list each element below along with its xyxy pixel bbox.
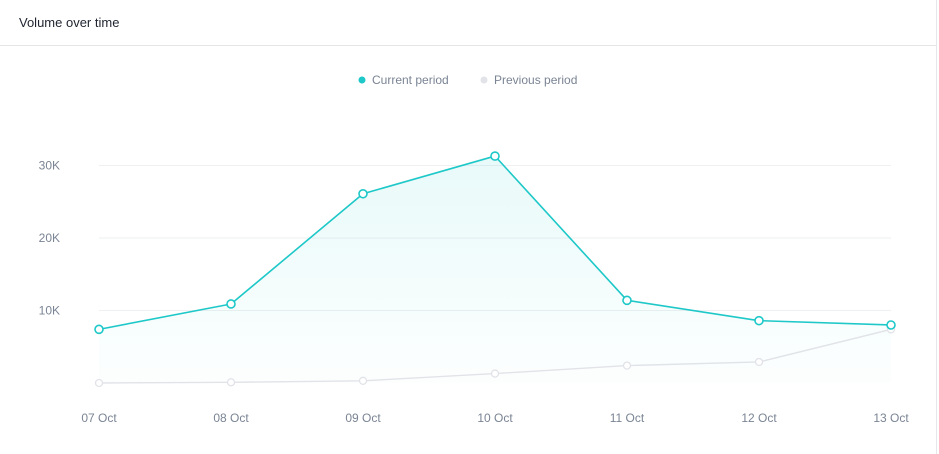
current-period-point <box>622 295 632 306</box>
current-period-point <box>754 315 764 326</box>
legend-label: Previous period <box>494 73 577 87</box>
y-axis-ticks: 10K 20K 30K <box>39 159 60 318</box>
previous-period-point <box>622 361 632 370</box>
current-period-area <box>99 156 891 383</box>
card-header: Volume over time <box>0 0 936 46</box>
legend-swatch <box>358 76 366 84</box>
x-tick-label: 08 Oct <box>213 411 249 425</box>
y-tick-label: 10K <box>39 304 60 318</box>
previous-period-point <box>226 378 236 387</box>
x-tick-label: 13 Oct <box>873 411 909 425</box>
previous-period-point <box>490 369 500 378</box>
current-period-point <box>886 320 896 330</box>
chart-series <box>94 151 896 388</box>
card-title: Volume over time <box>19 15 120 30</box>
x-axis-ticks: 07 Oct 08 Oct 09 Oct 10 Oct 11 Oct 12 Oct 13 O… <box>81 411 909 425</box>
y-tick-label: 20K <box>39 231 60 245</box>
legend-swatch <box>480 76 488 84</box>
previous-period-point <box>358 376 368 385</box>
volume-chart: Current period Previous period 10K20K30K … <box>39 73 910 425</box>
current-period-point <box>358 188 368 199</box>
x-tick-label: 12 Oct <box>741 411 777 425</box>
chart-area: Current period Previous period 10K 20K 30K … <box>0 47 937 454</box>
x-tick-label: 11 Oct <box>610 411 645 425</box>
previous-period-point <box>94 378 104 388</box>
legend-label: Current period <box>372 73 449 87</box>
current-period-point <box>94 324 104 335</box>
x-tick-label: 10 Oct <box>477 411 513 425</box>
current-period-point <box>226 299 236 309</box>
y-tick-label: 30K <box>39 159 60 173</box>
x-tick-label: 09 Oct <box>345 411 381 425</box>
previous-period-point <box>754 357 764 367</box>
x-tick-label: 07 Oct <box>81 411 117 425</box>
current-period-point <box>490 151 500 161</box>
chart-legend: Current period Previous period <box>358 73 577 87</box>
